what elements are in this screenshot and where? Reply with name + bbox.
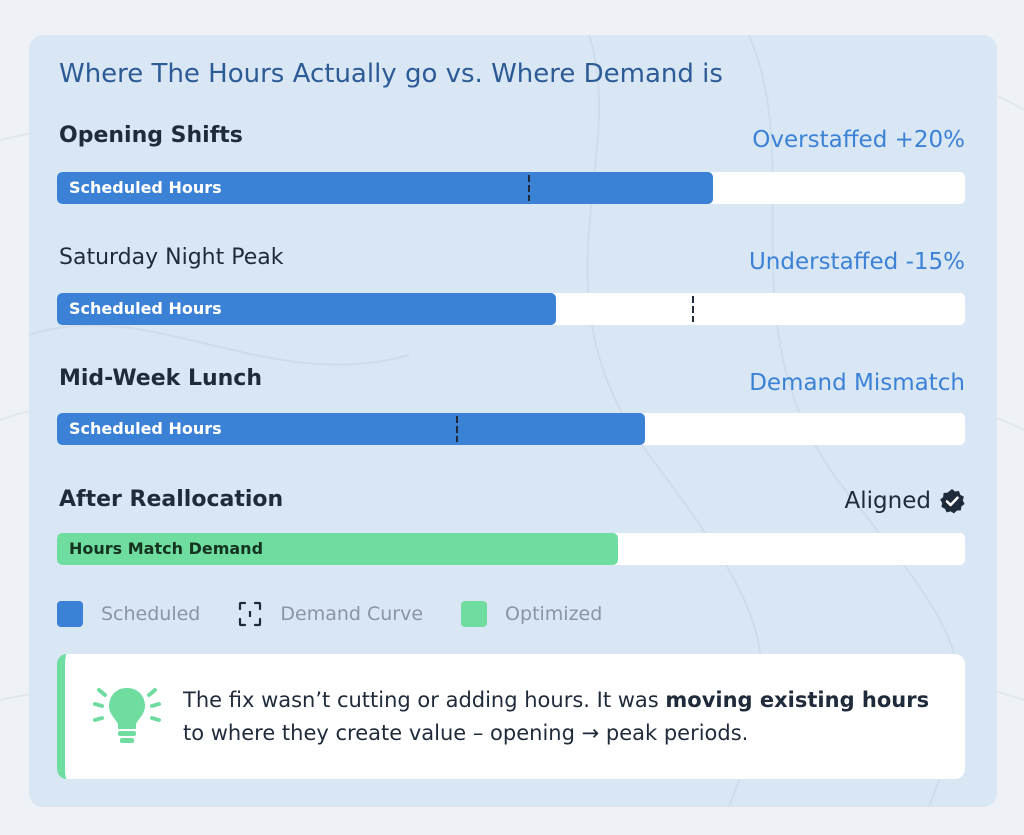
insight-text: The fix wasn’t cutting or adding hours. … — [183, 688, 930, 745]
bar-track: Scheduled Hours — [57, 413, 965, 445]
bar-fill-scheduled: Scheduled Hours — [57, 172, 713, 204]
insight-note: The fix wasn’t cutting or adding hours. … — [57, 654, 965, 779]
bar-track: Hours Match Demand — [57, 533, 965, 565]
legend-item-optimized: Optimized — [461, 601, 602, 627]
legend-label: Optimized — [505, 603, 603, 625]
legend-swatch-optimized — [461, 601, 488, 627]
demand-marker — [691, 296, 694, 322]
bar-track: Scheduled Hours — [57, 172, 965, 204]
legend-swatch-scheduled — [57, 601, 83, 627]
row-label: Opening Shifts — [59, 123, 243, 148]
demand-marker — [528, 175, 531, 201]
chart-card: Where The Hours Actually go vs. Where De… — [29, 35, 997, 807]
row-status-text: Aligned — [844, 488, 931, 514]
legend-item-demand-curve: Demand Curve — [238, 601, 423, 627]
legend-item-scheduled: Scheduled — [57, 601, 200, 627]
bar-fill-optimized: Hours Match Demand — [57, 533, 619, 565]
row-status: Overstaffed +20% — [752, 127, 965, 153]
lightbulb-icon — [93, 688, 161, 743]
legend-swatch-demand-curve — [239, 601, 262, 627]
check-badge-icon — [940, 489, 965, 514]
row-status: Understaffed -15% — [748, 249, 965, 275]
row-label: Mid-Week Lunch — [59, 366, 262, 391]
demand-marker — [455, 416, 458, 442]
legend-label: Demand Curve — [280, 603, 424, 625]
bar-fill-scheduled: Scheduled Hours — [57, 413, 646, 445]
row-label: After Reallocation — [59, 487, 284, 512]
chart-legend: Scheduled Demand Curve Optimized — [57, 601, 640, 627]
bar-track: Scheduled Hours — [57, 293, 965, 325]
row-status: Aligned — [845, 488, 965, 514]
row-label: Saturday Night Peak — [59, 245, 284, 270]
bar-fill-scheduled: Scheduled Hours — [57, 293, 557, 325]
row-status: Demand Mismatch — [749, 370, 965, 396]
chart-title: Where The Hours Actually go vs. Where De… — [59, 59, 723, 89]
legend-label: Scheduled — [101, 603, 201, 625]
